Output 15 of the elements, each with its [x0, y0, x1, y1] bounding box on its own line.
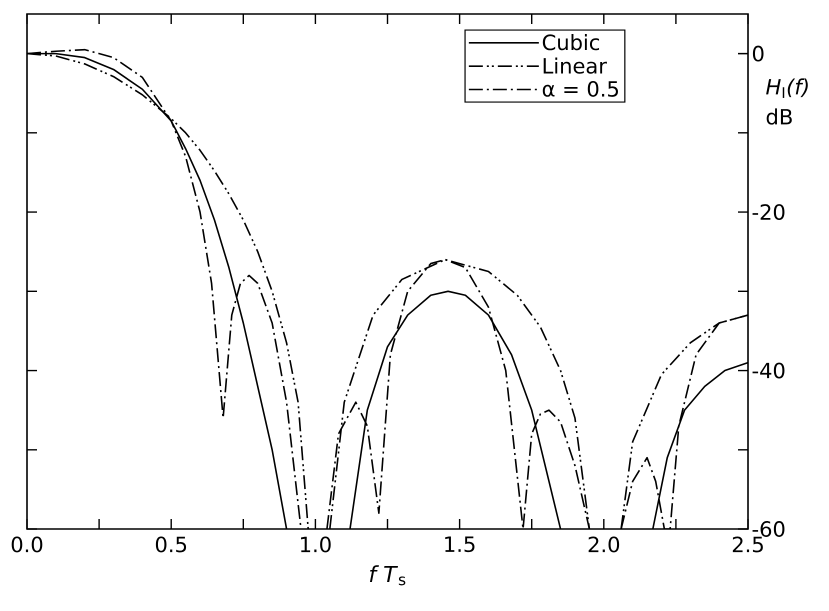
legend-label: α = 0.5 [542, 80, 618, 97]
y-tick-label: 0 [752, 46, 764, 62]
x-tick-label: 0.0 [12, 536, 42, 552]
x-tick-label: 0.5 [156, 536, 186, 552]
y-tick-label: -20 [752, 204, 784, 220]
y-tick-label: -60 [752, 521, 784, 537]
x-tick-label: 2.5 [732, 536, 763, 552]
legend-label: Linear [544, 58, 607, 74]
legend-label: Cubic [542, 34, 600, 50]
y-tick-label: -40 [752, 362, 784, 378]
x-tick-label: 1.0 [301, 536, 331, 552]
x-tick-label: 1.5 [445, 536, 474, 552]
y-axis-title: H$_{I}$(f) dB [766, 78, 808, 125]
x-axis-title: f T$_{s}$ [370, 565, 406, 586]
x-tick-label: 2.0 [588, 536, 620, 552]
